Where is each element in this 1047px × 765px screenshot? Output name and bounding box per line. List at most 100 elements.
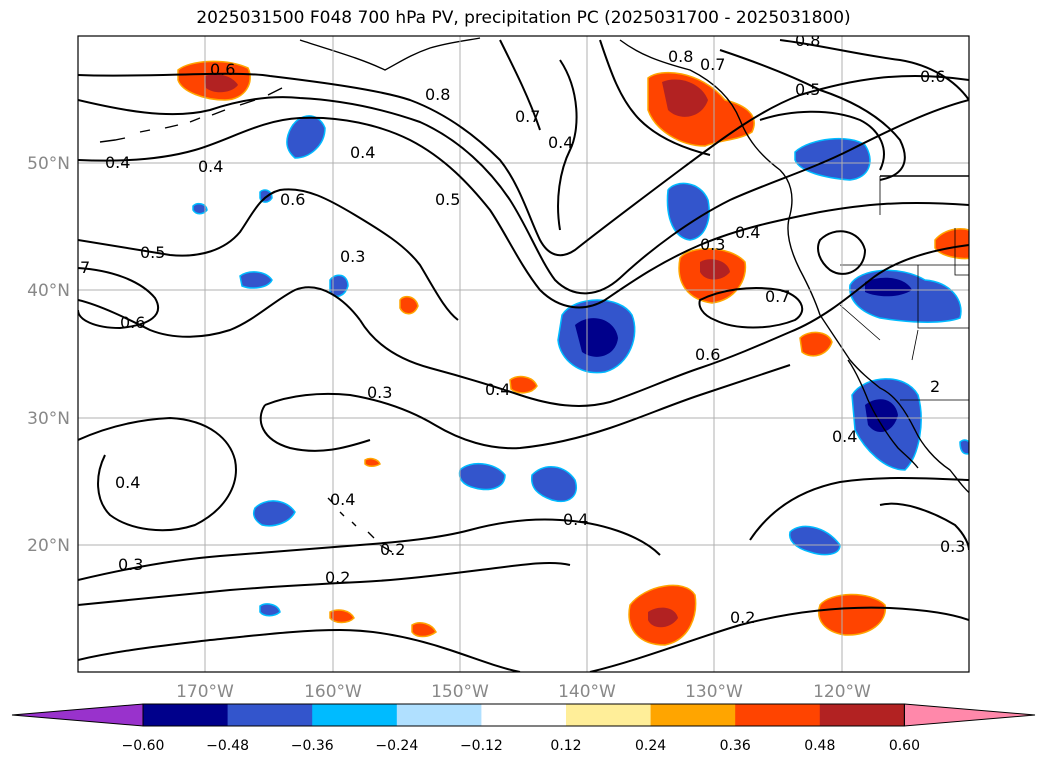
lon-tick: 130°W (685, 682, 743, 702)
contour-label: 0.4 (735, 223, 760, 242)
pv-contour (779, 39, 969, 101)
contour-label: 0.3 (940, 537, 965, 556)
lon-tick: 120°W (813, 682, 871, 702)
colorbar-segment (481, 704, 567, 726)
pv-contour (78, 267, 160, 330)
lat-tick: 40°N (27, 281, 70, 301)
colorbar-labels: −0.60 −0.48 −0.36 −0.24 −0.12 0.12 0.24 0.36 0.4… (122, 738, 920, 754)
contour-label: 0.3 (367, 383, 392, 402)
precip-pos-area (399, 295, 419, 315)
colorbar-tick-label: 0.48 (804, 738, 835, 754)
contour-label: 0.2 (730, 608, 755, 627)
pv-contour (78, 416, 237, 532)
colorbar-segment (566, 704, 652, 726)
contour-label: 0.5 (140, 243, 165, 262)
contour-label: 0.4 (485, 380, 510, 399)
contour-label: 0.8 (795, 31, 820, 50)
colorbar (11, 703, 1036, 727)
map-title: 2025031500 F048 700 hPa PV, precipitatio… (196, 8, 851, 28)
pv-contour (78, 96, 969, 295)
precip-pos-core (205, 74, 238, 93)
contour-label: 0.4 (563, 510, 588, 529)
pv-contour (264, 364, 791, 450)
lon-tick: 150°W (431, 682, 489, 702)
precip-neg-core (865, 277, 912, 297)
alaska-coast (299, 37, 481, 71)
contour-label: 0.4 (350, 143, 375, 162)
colorbar-tick-label: 0.24 (635, 738, 666, 754)
pv-contour (879, 502, 969, 551)
pv-contour (78, 116, 969, 309)
contour-label: 0.3 (700, 235, 725, 254)
pv-contours (78, 39, 969, 672)
colorbar-segment (819, 704, 905, 726)
contour-label: 0.3 (340, 247, 365, 266)
pv-contour (78, 286, 361, 338)
pv-contour (719, 49, 906, 181)
colorbar-tick-label: 0.36 (720, 738, 751, 754)
colorbar-segment (396, 704, 482, 726)
map-frame-bg (78, 36, 969, 672)
pv-contour (499, 39, 541, 131)
pv-contour (599, 39, 711, 156)
colorbar-segment (650, 704, 736, 726)
contour-label: 0.4 (115, 473, 140, 492)
lon-tick: 140°W (558, 682, 616, 702)
pv-contour (759, 110, 885, 171)
precip-pos-area (411, 622, 437, 638)
contour-label: 0.6 (120, 313, 145, 332)
pv-contour (359, 244, 969, 407)
contour-label: 0.8 (668, 47, 693, 66)
contour-label: 0.5 (795, 80, 820, 99)
colorbar-extend-high (903, 703, 1036, 727)
pv-contour (698, 287, 804, 329)
colorbar-segment (143, 704, 229, 726)
hawaii-islands (327, 497, 393, 553)
precip-pos-core (648, 607, 678, 628)
lat-tick: 30°N (27, 409, 70, 429)
colorbar-tick-label: −0.48 (206, 738, 249, 754)
lon-tick: 160°W (304, 682, 362, 702)
pv-contour (78, 561, 571, 606)
contour-label: 0.4 (105, 153, 130, 172)
precip-neg-area (788, 525, 841, 556)
precip-negative-areas (192, 115, 969, 617)
contour-label: 0.6 (695, 345, 720, 364)
colorbar-tick-label: −0.36 (291, 738, 334, 754)
coastlines (99, 37, 969, 553)
colorbar-segment (227, 704, 313, 726)
contour-label: 0.4 (330, 490, 355, 509)
lon-tick: 170°W (176, 682, 234, 702)
pv-contour (749, 477, 969, 541)
contour-label: 0.5 (435, 190, 460, 209)
map-border (77, 35, 970, 673)
colorbar-segment (312, 704, 398, 726)
precip-neg-core (865, 399, 898, 433)
colorbar-tick-label: 0.12 (550, 738, 581, 754)
colorbar-tick-label: 0.60 (889, 738, 920, 754)
pv-contour (589, 606, 969, 672)
contour-label: 0.4 (198, 157, 223, 176)
precip-neg-core (575, 318, 618, 357)
contour-labels: 0.6 0.4 0.4 0.4 0.6 0.5 0.6 7 0.3 0.8 0.… (80, 31, 965, 627)
colorbar-outline (142, 703, 905, 727)
precip-pos-core (662, 79, 708, 117)
aleutians (99, 87, 283, 143)
precip-neg-area (458, 463, 506, 491)
precip-neg-area (252, 500, 296, 527)
pv-contour (817, 230, 867, 275)
contour-label: 0.8 (425, 85, 450, 104)
colorbar-tick-label: −0.60 (122, 738, 165, 754)
precip-neg-area (530, 466, 577, 502)
contour-label: 2 (930, 377, 940, 396)
pv-contour (78, 72, 969, 257)
contour-label: 0.7 (700, 55, 725, 74)
lon-tick-labels: 170°W 160°W 150°W 140°W 130°W 120°W (176, 682, 871, 702)
contour-label: 0.7 (515, 107, 540, 126)
colorbar-tick-label: −0.12 (460, 738, 503, 754)
precip-neg-area (259, 603, 281, 617)
colorbar-tick-label: −0.24 (375, 738, 418, 754)
precip-neg-area (666, 182, 710, 241)
contour-label: 0.6 (280, 190, 305, 209)
lat-tick: 50°N (27, 154, 70, 174)
